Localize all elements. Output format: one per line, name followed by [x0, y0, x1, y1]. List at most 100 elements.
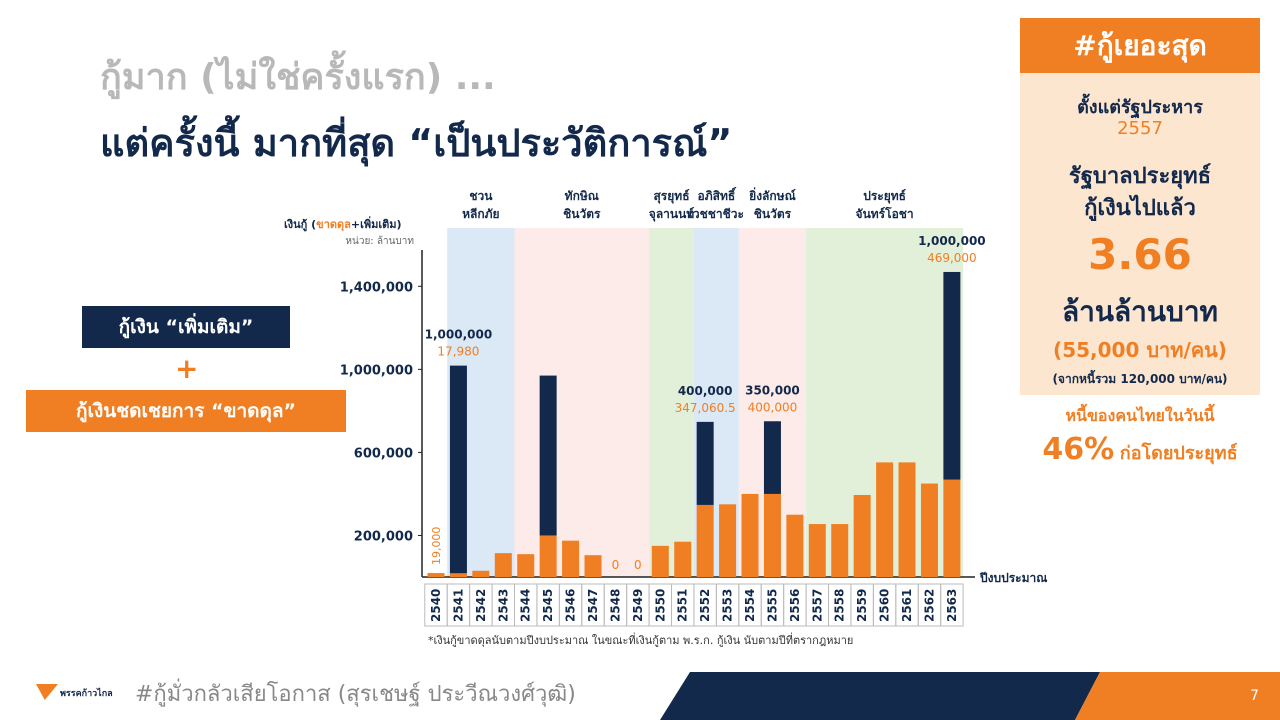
x-tick-label: 2540	[429, 589, 443, 622]
data-label: 0	[634, 558, 642, 572]
x-tick-label: 2555	[765, 589, 779, 622]
period-label: ชวน	[469, 189, 493, 203]
period-label: ชินวัตร	[563, 207, 601, 221]
data-label: 1,000,000	[918, 234, 986, 248]
bar-segment	[786, 514, 804, 577]
period-label: ยิ่งลักษณ์	[749, 187, 796, 203]
title-gray: กู้มาก (ไม่ใช่ครั้งแรก) ...	[100, 57, 496, 98]
period-label: ทักษิณ	[565, 189, 599, 203]
x-tick-label: 2546	[564, 589, 578, 622]
x-tick-label: 2551	[676, 589, 690, 622]
period-label: จุลานนท์	[649, 207, 695, 222]
x-tick-label: 2545	[541, 589, 555, 622]
x-tick-label: 2550	[653, 589, 667, 622]
y-label-part: เงินกู้ (	[284, 218, 316, 232]
x-tick-label: 2558	[833, 589, 847, 622]
data-label: 1,000,000	[425, 328, 493, 342]
bar-segment	[763, 421, 781, 494]
x-tick-label: 2547	[586, 589, 600, 622]
bar-segment	[651, 545, 669, 577]
pct-by: ก่อโดยประยุทธ์	[1119, 443, 1238, 464]
title: แต่ครั้งนี้ มากที่สุด “เป็นประวัติการณ์”	[100, 121, 733, 165]
x-tick-label: 2557	[810, 589, 824, 622]
bar-segment	[898, 462, 916, 577]
bar-segment	[562, 540, 580, 577]
box-deficit: กู้เงินชดเชยการ “ขาดดุล”	[26, 390, 346, 432]
x-tick-label: 2559	[855, 589, 869, 622]
bar-segment	[741, 493, 759, 577]
panel-text: (55,000 บาท/คน)	[1053, 338, 1227, 362]
bar-segment	[517, 554, 535, 577]
y-label: เงินกู้ (ขาดดุล+เพิ่มเติม)	[284, 216, 402, 232]
footer-band	[660, 672, 1100, 720]
x-label: ปีงบประมาณ	[979, 571, 1047, 585]
panel-big: 3.66	[1088, 230, 1192, 279]
panel-text: รัฐบาลประยุทธ์	[1068, 164, 1212, 189]
y-tick-label: 1,000,000	[340, 363, 413, 378]
bar-segment	[539, 375, 557, 536]
period-label: หลีกภัย	[462, 207, 499, 221]
bar-segment	[719, 504, 737, 577]
period-band	[649, 228, 694, 577]
bar-segment	[763, 493, 781, 577]
x-tick-label: 2552	[698, 589, 712, 622]
bar-segment	[696, 421, 714, 505]
data-label: 17,980	[437, 345, 479, 359]
info-panel: #กู้เยอะสุด ตั้งแต่รัฐประหาร 2557 รัฐบาล…	[1020, 18, 1260, 395]
x-tick-label: 2548	[608, 589, 622, 622]
x-tick-box	[940, 583, 964, 627]
period-label: สุรยุทธ์	[653, 189, 689, 204]
period-label: เวชชาชีวะ	[689, 207, 744, 221]
page-number: 7	[1250, 688, 1259, 704]
footer-tag: #กู้มั่วกลัวเสียโอกาส (สุรเชษฐ์ ประวีณวง…	[135, 682, 576, 707]
x-tick-label: 2543	[496, 589, 510, 622]
period-band	[514, 228, 650, 577]
bar-segment	[674, 541, 692, 577]
x-tick-label: 2549	[631, 589, 645, 622]
x-tick-label: 2542	[474, 589, 488, 622]
footer-band-accent	[1075, 672, 1280, 720]
logo-text: พรรคก้าวไกล	[60, 689, 113, 699]
x-tick-label: 2541	[451, 589, 465, 622]
data-label: 347,060.5	[675, 401, 736, 415]
x-tick-label: 2561	[900, 589, 914, 622]
box-additional: กู้เงิน “เพิ่มเติม”	[82, 306, 290, 348]
panel-text: ตั้งแต่รัฐประหาร	[1077, 97, 1203, 118]
debt-text: หนี้ของคนไทยในวันนี้	[1065, 406, 1215, 425]
bar-segment	[449, 365, 467, 574]
panel-text: 2557	[1117, 118, 1163, 139]
y-label-part: ขาดดุล	[316, 218, 351, 232]
panel-tag: #กู้เยอะสุด	[1020, 18, 1260, 73]
unit-label: หน่วย: ล้านบาท	[345, 235, 414, 247]
x-tick-label: 2554	[743, 589, 757, 622]
data-label: 19,000	[430, 527, 443, 566]
x-tick-label: 2560	[878, 589, 892, 622]
debt-pct: 46% ก่อโดยประยุทธ์	[1020, 432, 1260, 467]
panel-text: กู้เงินไปแล้ว	[1084, 196, 1196, 221]
panel-unit: ล้านล้านบาท	[1062, 295, 1218, 328]
data-label: 400,000	[748, 400, 798, 414]
x-tick-label: 2563	[945, 589, 959, 622]
bar-segment	[943, 479, 961, 577]
footnote: *เงินกู้ขาดดุลนับตามปีงบประมาณ ในขณะที่เ…	[428, 632, 853, 647]
y-label-part: )	[397, 218, 402, 231]
y-tick-label: 200,000	[354, 529, 413, 544]
data-label: 350,000	[745, 383, 800, 397]
y-tick-label: 1,400,000	[340, 280, 413, 295]
x-tick-label: 2553	[721, 589, 735, 622]
bar-segment	[808, 524, 826, 577]
y-label-part: เพิ่มเติม	[360, 216, 396, 231]
x-tick-label: 2556	[788, 589, 802, 622]
period-label: อภิสิทธิ์	[698, 187, 737, 203]
x-tick-label: 2544	[519, 589, 533, 622]
data-label: 0	[612, 558, 620, 572]
bar-segment	[853, 494, 871, 577]
pct: 46%	[1042, 432, 1115, 467]
x-tick-label: 2562	[922, 589, 936, 622]
period-label: จันทร์โอชา	[856, 206, 914, 221]
y-label-part: +	[351, 218, 360, 231]
bar-segment	[876, 462, 894, 577]
data-label: 400,000	[678, 384, 733, 398]
